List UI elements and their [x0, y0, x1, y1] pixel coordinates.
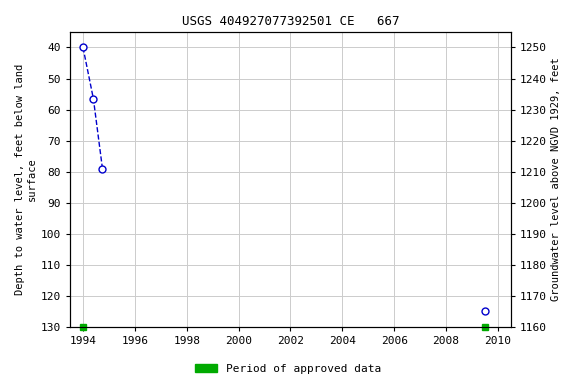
Y-axis label: Groundwater level above NGVD 1929, feet: Groundwater level above NGVD 1929, feet — [551, 58, 561, 301]
Y-axis label: Depth to water level, feet below land
surface: Depth to water level, feet below land su… — [15, 64, 37, 295]
Title: USGS 404927077392501 CE   667: USGS 404927077392501 CE 667 — [181, 15, 399, 28]
Legend: Period of approved data: Period of approved data — [191, 359, 385, 379]
